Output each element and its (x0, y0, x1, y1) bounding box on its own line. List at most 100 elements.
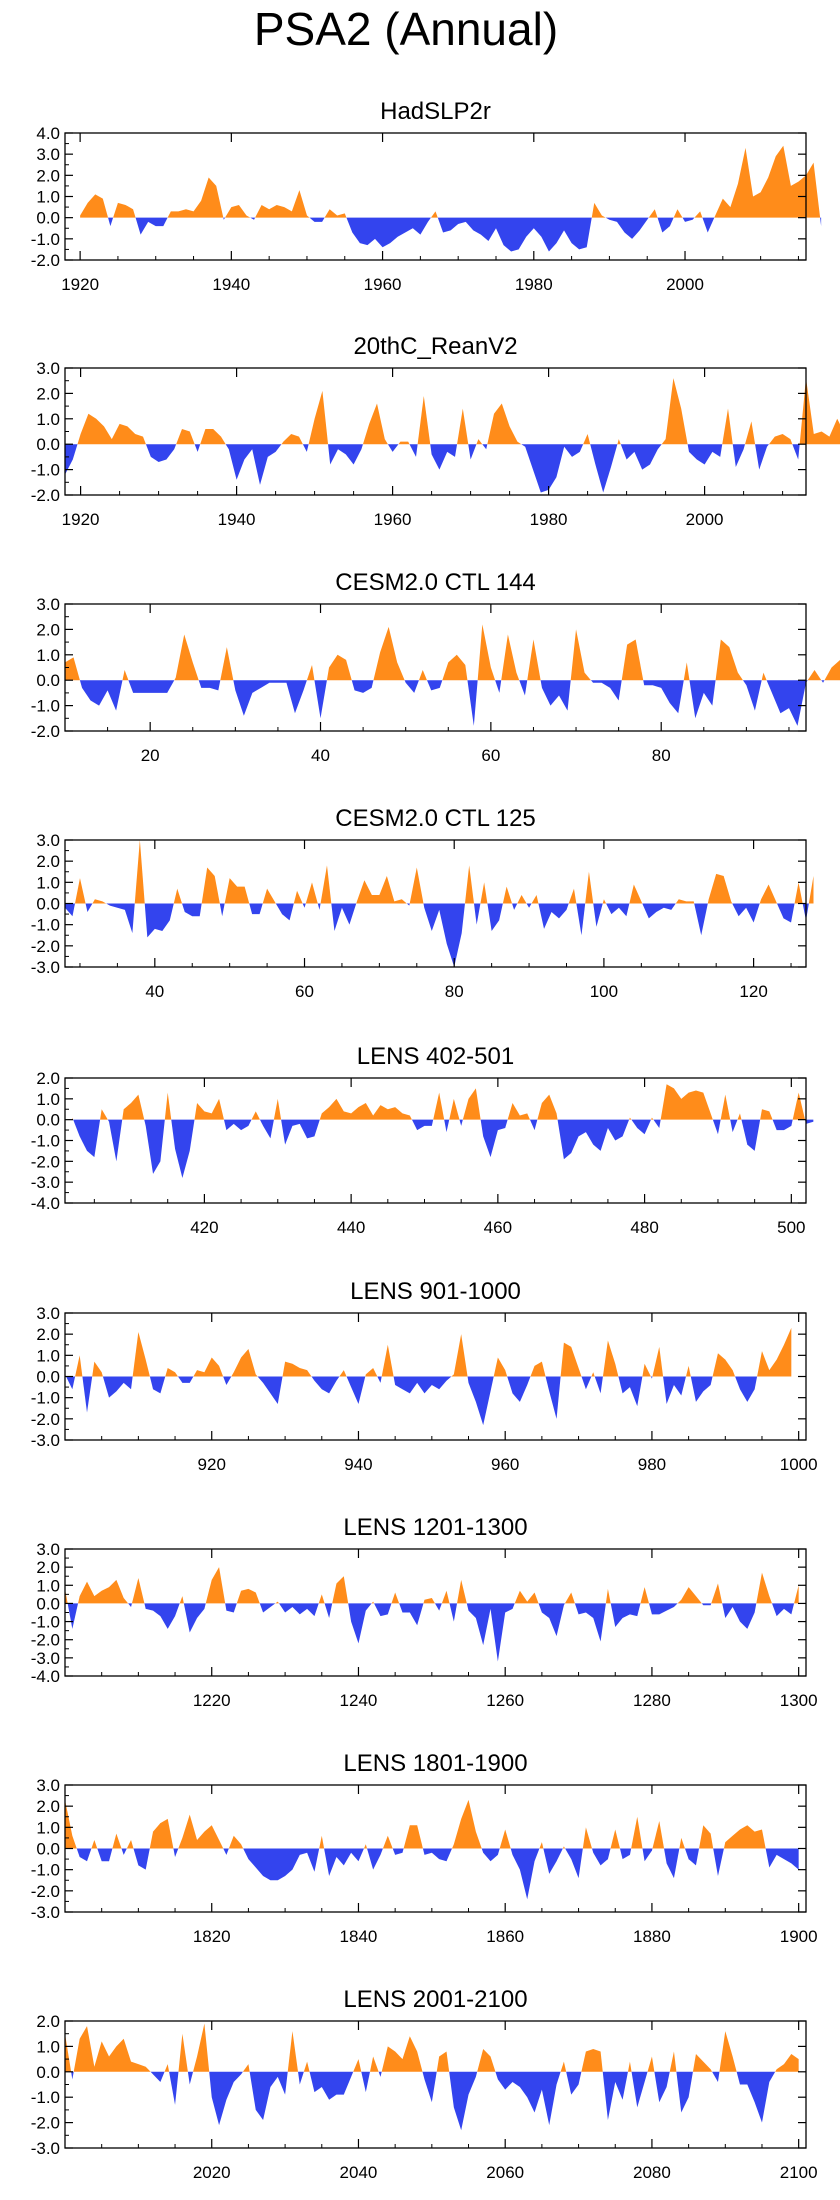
negative-area (742, 680, 762, 711)
x-tick-label: 1920 (61, 275, 99, 294)
negative-area (820, 217, 822, 227)
positive-area (652, 1346, 664, 1377)
negative-area (317, 903, 321, 910)
positive-area (651, 1117, 654, 1120)
y-tick-label: -3.0 (31, 1903, 60, 1922)
positive-area (225, 204, 251, 218)
positive-area (652, 1820, 665, 1849)
negative-area (411, 1119, 434, 1131)
negative-area (97, 1848, 113, 1862)
positive-area (602, 899, 607, 904)
x-tick-label: 1260 (486, 1691, 524, 1710)
positive-area (65, 1799, 77, 1849)
positive-area (568, 888, 577, 904)
negative-area (243, 1848, 320, 1881)
negative-area (346, 1376, 366, 1405)
y-tick-label: -1.0 (31, 461, 60, 480)
x-tick-label: 1920 (62, 510, 100, 529)
positive-area (761, 672, 767, 681)
positive-area (442, 654, 468, 681)
negative-area (171, 1119, 195, 1178)
y-tick-label: -1.0 (31, 2088, 60, 2107)
positive-area (112, 1833, 122, 1849)
positive-area (499, 1829, 511, 1849)
x-tick-label: 2100 (780, 2163, 818, 2182)
panel-title: LENS 402-501 (357, 1043, 514, 1070)
y-tick-label: 2.0 (36, 1325, 60, 1344)
negative-area (605, 217, 649, 239)
negative-area (529, 1119, 538, 1131)
negative-area (82, 1376, 93, 1413)
positive-area (683, 662, 690, 681)
negative-area (741, 1119, 761, 1151)
positive-area (673, 209, 683, 218)
positive-area (760, 1109, 773, 1120)
positive-area (527, 639, 541, 681)
positive-area (363, 1844, 368, 1849)
negative-area (576, 903, 586, 936)
positive-area (282, 1361, 312, 1377)
y-tick-label: 1.0 (36, 1346, 60, 1365)
negative-area (309, 217, 325, 222)
positive-area (73, 2026, 151, 2072)
positive-area (149, 1818, 174, 1849)
positive-area (451, 1334, 468, 1377)
positive-area (621, 639, 644, 681)
positive-area (324, 209, 347, 218)
positive-area (775, 2054, 799, 2072)
y-tick-label: 3.0 (36, 831, 60, 850)
negative-area (507, 1376, 531, 1402)
positive-area (251, 1111, 260, 1120)
positive-area (176, 428, 195, 445)
negative-area (259, 1119, 274, 1139)
negative-area (821, 680, 825, 683)
negative-area (198, 680, 221, 691)
positive-area (92, 1361, 103, 1377)
negative-area (233, 680, 307, 716)
y-tick-label: -3.0 (31, 958, 60, 977)
negative-area (702, 217, 715, 233)
positive-area (591, 1372, 595, 1377)
x-tick-label: 1220 (193, 1691, 231, 1710)
panel-title: CESM2.0 CTL 125 (335, 805, 536, 832)
y-tick-label: -1.0 (31, 916, 60, 935)
negative-area (481, 1848, 500, 1862)
negative-area (643, 680, 684, 714)
negative-area (606, 903, 630, 917)
x-tick-label: 920 (198, 1455, 226, 1474)
positive-area (398, 441, 410, 445)
positive-area (464, 865, 474, 904)
positive-area (65, 1588, 68, 1604)
positive-area (640, 1587, 649, 1604)
positive-area (794, 882, 803, 904)
negative-area (437, 217, 592, 252)
y-tick-label: 3.0 (36, 595, 60, 614)
negative-area (71, 2071, 74, 2080)
negative-area (682, 217, 695, 222)
negative-area (249, 903, 263, 915)
y-tick-label: 3.0 (36, 1540, 60, 1559)
x-tick-label: 120 (739, 982, 767, 1001)
panel-4: CESM2.0 CTL 125 -3.0 -2.0 -1.0 0.0 1.0 2.0 3.0 4… (31, 805, 814, 1001)
positive-area (293, 890, 303, 904)
positive-area (122, 670, 129, 681)
negative-area (459, 1119, 463, 1126)
negative-area (687, 444, 723, 465)
positive-area (164, 1092, 172, 1120)
negative-area (223, 1119, 252, 1131)
positive-area (605, 1588, 611, 1604)
positive-area (737, 1113, 742, 1120)
positive-area (242, 2064, 250, 2072)
negative-area (324, 1848, 364, 1877)
negative-area (121, 1848, 127, 1855)
negative-area (766, 680, 808, 726)
negative-area (128, 1603, 132, 1608)
positive-area (80, 194, 109, 218)
negative-area (173, 1848, 179, 1857)
positive-area (745, 421, 756, 445)
positive-area (92, 899, 107, 904)
positive-area (179, 1596, 184, 1604)
x-tick-label: 80 (652, 746, 671, 765)
positive-area (792, 1092, 806, 1120)
negative-area (361, 2071, 370, 2093)
